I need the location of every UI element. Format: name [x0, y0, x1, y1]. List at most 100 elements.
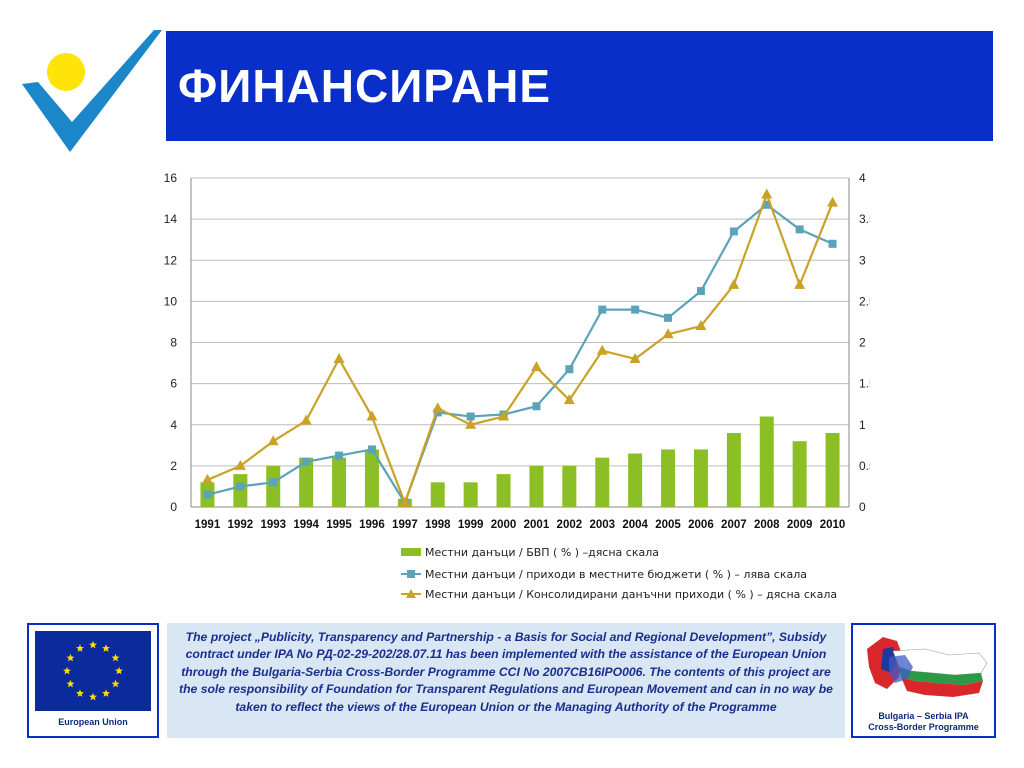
bar: [463, 482, 478, 507]
logo-dot: [47, 53, 85, 91]
x-tick-label: 2000: [491, 519, 517, 531]
bar: [759, 416, 774, 507]
eu-star-icon: [111, 679, 120, 688]
bar: [233, 474, 248, 507]
left-tick-label: 12: [164, 253, 178, 267]
x-tick-label: 2006: [688, 519, 714, 531]
eu-label: European Union: [58, 717, 128, 727]
eu-star-icon: [102, 644, 110, 652]
bar: [430, 482, 445, 507]
line-point-triangle: [530, 361, 542, 372]
eu-logo-box: European Union: [27, 623, 159, 738]
line-point-triangle: [432, 402, 444, 413]
series-line-consolidated: [207, 191, 834, 507]
eu-star-icon: [66, 653, 75, 662]
bar: [628, 453, 643, 507]
left-tick-label: 2: [170, 459, 177, 473]
x-tick-label: 1999: [458, 519, 484, 531]
bar: [299, 457, 314, 507]
x-tick-label: 1993: [260, 519, 286, 531]
line-point-triangle: [794, 278, 806, 289]
bar: [562, 465, 577, 507]
bar: [726, 432, 741, 507]
line-point-square: [598, 305, 607, 314]
title-bar: ФИНАНСИРАНЕ: [166, 31, 993, 141]
right-tick-label: 1: [859, 418, 866, 432]
line-point-triangle: [366, 410, 378, 421]
eu-star-icon: [76, 689, 84, 697]
legend-swatch-square: [407, 570, 415, 578]
line-point-triangle: [267, 435, 279, 446]
eu-star-icon: [111, 653, 120, 662]
line-point-triangle: [201, 473, 213, 484]
x-tick-label: 1996: [359, 519, 385, 531]
bar: [693, 449, 708, 507]
line-point-square: [335, 451, 344, 460]
chart: 0 2 4 6 8 10 12 14 16 0 0.5 1 1.5 2 2.5 3 3.5 4 1991 1992 19…: [164, 171, 870, 601]
line-point-triangle: [827, 196, 839, 207]
bar: [825, 432, 840, 507]
bar: [529, 465, 544, 507]
legend-swatch-bar: [401, 548, 421, 556]
x-tick-label: 2007: [721, 519, 747, 531]
eu-star-icon: [102, 689, 110, 697]
line-point-triangle: [629, 352, 641, 363]
project-disclaimer: The project „Publicity, Transparency and…: [167, 623, 845, 738]
line-point-square: [565, 365, 574, 374]
line-point-square: [828, 239, 837, 248]
line-point-triangle: [234, 459, 246, 470]
right-tick-label: 0.5: [859, 459, 870, 473]
line-point-square: [795, 225, 804, 234]
line-point-triangle: [465, 418, 477, 429]
line-point-triangle: [498, 410, 510, 421]
right-tick-label: 0: [859, 500, 866, 514]
left-tick-label: 4: [170, 418, 177, 432]
line-point-square: [762, 200, 771, 209]
line-point-square: [729, 227, 738, 236]
bulgaria-serbia-map-icon: [867, 637, 988, 697]
line-point-triangle: [563, 394, 575, 405]
line-point-square: [631, 305, 640, 314]
x-tick-label: 2010: [820, 519, 846, 531]
x-tick-label: 2002: [557, 519, 583, 531]
line-point-square: [302, 457, 311, 466]
line-point-triangle: [399, 496, 411, 507]
logo-checkmark: [22, 30, 162, 152]
line-point-square: [236, 482, 245, 491]
line-point-triangle: [333, 352, 345, 363]
bar: [792, 441, 807, 507]
line-point-square: [532, 402, 541, 411]
x-tick-label: 1998: [425, 519, 451, 531]
line-point-triangle: [596, 344, 608, 355]
x-tick-label: 1997: [392, 519, 418, 531]
eu-star-icon: [115, 666, 123, 675]
x-tick-label: 1994: [293, 519, 319, 531]
right-tick-label: 3: [859, 253, 866, 267]
check-icon: [22, 30, 162, 152]
x-tick-label: 2008: [754, 519, 780, 531]
x-tick-label: 1991: [195, 519, 221, 531]
line-point-square: [696, 287, 705, 296]
line-point-square: [466, 412, 475, 421]
legend-swatch-triangle: [406, 589, 416, 598]
legend-entry: Местни данъци / БВП ( % ) –дясна скала: [425, 546, 659, 559]
x-tick-label: 1992: [228, 519, 254, 531]
page-title: ФИНАНСИРАНЕ: [178, 60, 552, 112]
eu-star-icon: [63, 666, 71, 675]
left-tick-label: 16: [164, 171, 178, 185]
x-tick-label: 2001: [524, 519, 550, 531]
right-tick-label: 1.5: [859, 377, 870, 391]
line-point-triangle: [761, 188, 773, 199]
line-point-square: [269, 478, 278, 487]
bar: [496, 474, 511, 507]
x-tick-label: 1995: [326, 519, 352, 531]
x-tick-label: 2009: [787, 519, 813, 531]
right-tick-label: 4: [859, 171, 866, 185]
right-tick-label: 2: [859, 336, 866, 350]
left-tick-label: 10: [164, 294, 178, 308]
left-tick-label: 6: [170, 377, 177, 391]
line-point-square: [203, 490, 212, 499]
programme-label-line1: Bulgaria – Serbia IPA: [878, 711, 969, 721]
eu-star-icon: [89, 640, 97, 649]
line-point-triangle: [300, 414, 312, 425]
